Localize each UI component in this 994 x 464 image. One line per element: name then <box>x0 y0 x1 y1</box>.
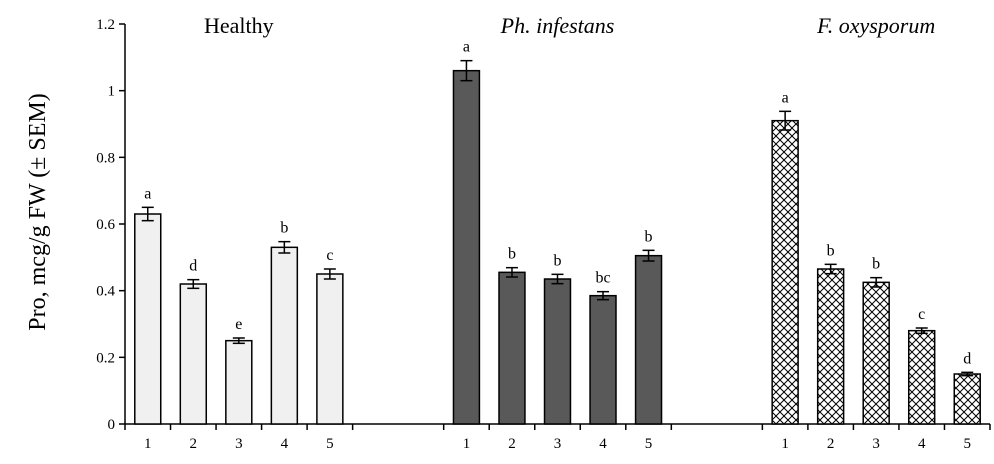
x-tick-label: 4 <box>918 436 926 452</box>
significance-label: b <box>645 228 653 245</box>
significance-label: a <box>782 89 789 106</box>
significance-label: c <box>918 306 925 323</box>
bar <box>270 246 299 425</box>
bar <box>816 268 845 425</box>
x-tick-label: 2 <box>190 436 198 452</box>
significance-label: b <box>554 252 562 269</box>
y-tick-label: 0.2 <box>96 350 115 366</box>
x-axis: 1 2 3 4 5 1 2 3 4 5 1 2 3 4 5 <box>124 423 991 452</box>
bar <box>179 283 208 425</box>
significance-label: a <box>144 185 151 202</box>
y-tick-label: 0.6 <box>96 217 115 233</box>
x-tick-label: 1 <box>781 436 789 452</box>
bar <box>316 273 344 425</box>
y-axis-title: Pro, mcg/g FW (± SEM) <box>25 93 51 330</box>
x-tick-label: 4 <box>281 436 289 452</box>
bar <box>225 339 253 425</box>
x-tick-label: 2 <box>827 436 835 452</box>
x-tick-label: 5 <box>963 436 971 452</box>
significance-label: d <box>189 258 197 275</box>
significance-label: b <box>872 256 880 273</box>
bar <box>452 69 481 425</box>
significance-label: c <box>326 247 333 264</box>
y-tick-label: 0 <box>108 417 116 433</box>
x-tick-label: 1 <box>144 436 152 452</box>
y-tick-label: 1 <box>108 84 116 100</box>
x-tick-label: 1 <box>463 436 471 452</box>
x-tick-label: 5 <box>326 436 334 452</box>
x-tick-label: 3 <box>872 436 880 452</box>
significance-label: b <box>827 242 835 259</box>
group-label: F. oxysporum <box>816 13 935 38</box>
bar <box>862 281 890 425</box>
significance-label: bc <box>595 270 610 287</box>
x-tick-label: 4 <box>599 436 607 452</box>
significance-label: a <box>463 39 470 56</box>
y-tick-label: 0.4 <box>96 284 115 300</box>
bar <box>771 119 799 425</box>
y-axis: 0 0.2 0.4 0.6 0.8 1 1.2 <box>96 17 126 433</box>
significance-label: b <box>508 246 516 263</box>
x-tick-label: 3 <box>235 436 243 452</box>
significance-label: d <box>963 350 971 367</box>
group-label: Healthy <box>204 13 274 38</box>
x-tick-label: 2 <box>508 436 516 452</box>
x-tick-label: 5 <box>645 436 653 452</box>
group-labels: Healthy Ph. infestans F. oxysporum <box>204 13 935 38</box>
y-tick-label: 0.8 <box>96 150 115 166</box>
significance-label: e <box>235 316 242 333</box>
x-tick-label: 3 <box>554 436 562 452</box>
bar <box>498 271 526 425</box>
bar <box>907 329 936 425</box>
group-label: Ph. infestans <box>500 13 615 38</box>
bar <box>543 278 572 425</box>
y-tick-label: 1.2 <box>96 17 115 33</box>
bar <box>953 373 981 425</box>
bar <box>634 254 663 425</box>
bar <box>134 213 162 425</box>
bar <box>589 294 617 425</box>
significance-label: b <box>280 220 288 237</box>
